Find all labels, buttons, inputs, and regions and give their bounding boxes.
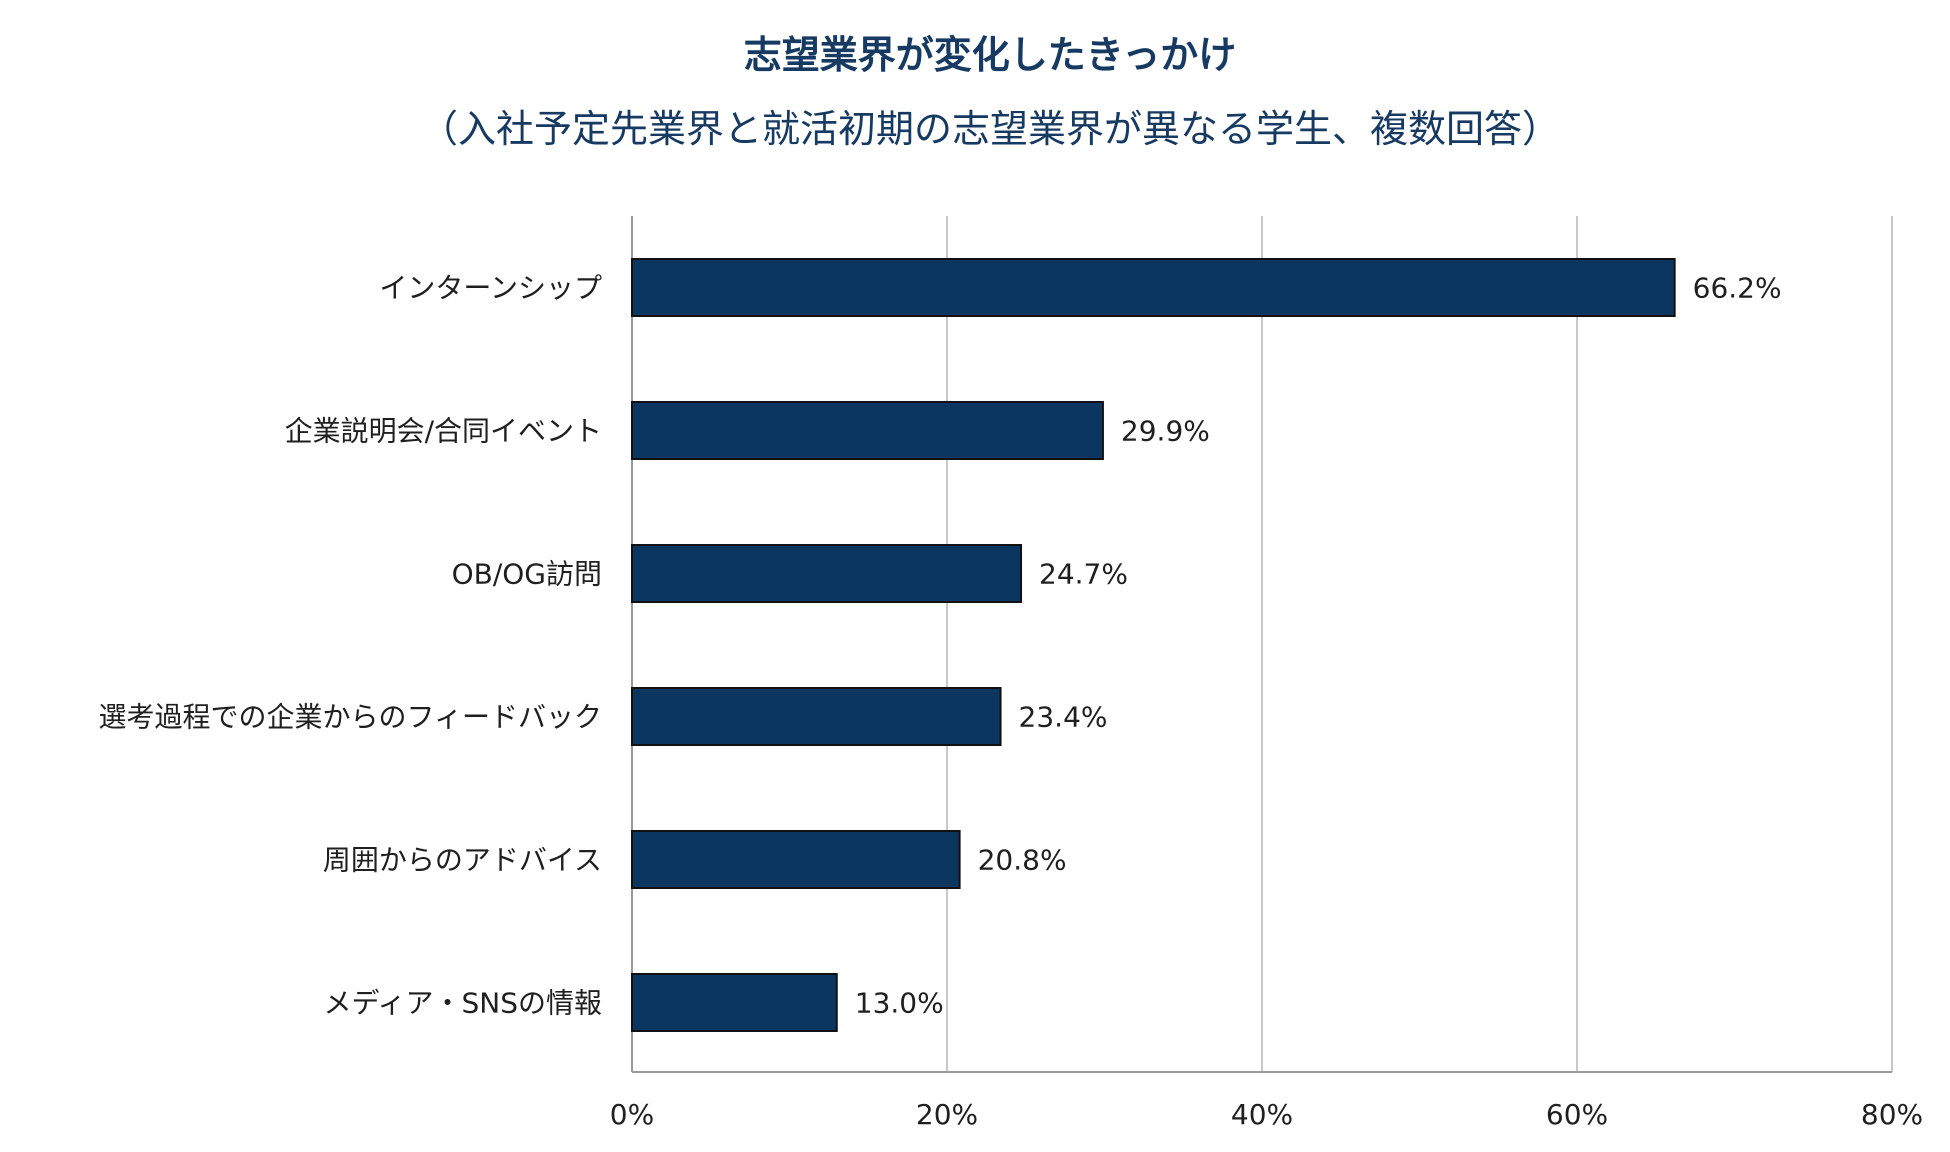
- category-label: OB/OG訪問: [452, 558, 602, 591]
- chart-subtitle: （入社予定先業界と就活初期の志望業界が異なる学生、複数回答）: [420, 107, 1560, 151]
- bar: [631, 973, 838, 1032]
- x-tick-label: 40%: [1231, 1098, 1293, 1131]
- value-label: 29.9%: [1121, 415, 1210, 448]
- label-layer: 0% 20% 40% 60% 80% インターンシップ 66.2% 企業説明会/合同イベント 2…: [99, 272, 1924, 1132]
- bar: [631, 544, 1023, 603]
- bar: [631, 830, 961, 889]
- x-tick-label: 80%: [1861, 1098, 1923, 1131]
- value-label: 20.8%: [978, 844, 1067, 877]
- x-tick-label: 60%: [1546, 1098, 1608, 1131]
- value-label: 66.2%: [1693, 272, 1782, 305]
- chart-title: 志望業界が変化したきっかけ: [744, 33, 1236, 77]
- value-label: 24.7%: [1039, 558, 1128, 591]
- bar: [631, 401, 1104, 460]
- category-label: メディア・SNSの情報: [323, 987, 602, 1020]
- category-label: 企業説明会/合同イベント: [285, 415, 602, 448]
- value-label: 23.4%: [1019, 701, 1108, 734]
- value-label: 13.0%: [855, 987, 944, 1020]
- category-label: インターンシップ: [379, 272, 602, 305]
- x-tick-label: 0%: [610, 1098, 654, 1131]
- x-tick-label: 20%: [916, 1098, 978, 1131]
- bar-layer: [631, 258, 1676, 1032]
- bar: [631, 687, 1002, 746]
- category-label: 周囲からのアドバイス: [323, 844, 602, 877]
- category-label: 選考過程での企業からのフィードバック: [99, 701, 602, 734]
- bar: [631, 258, 1676, 317]
- grid-layer: [631, 216, 1893, 1073]
